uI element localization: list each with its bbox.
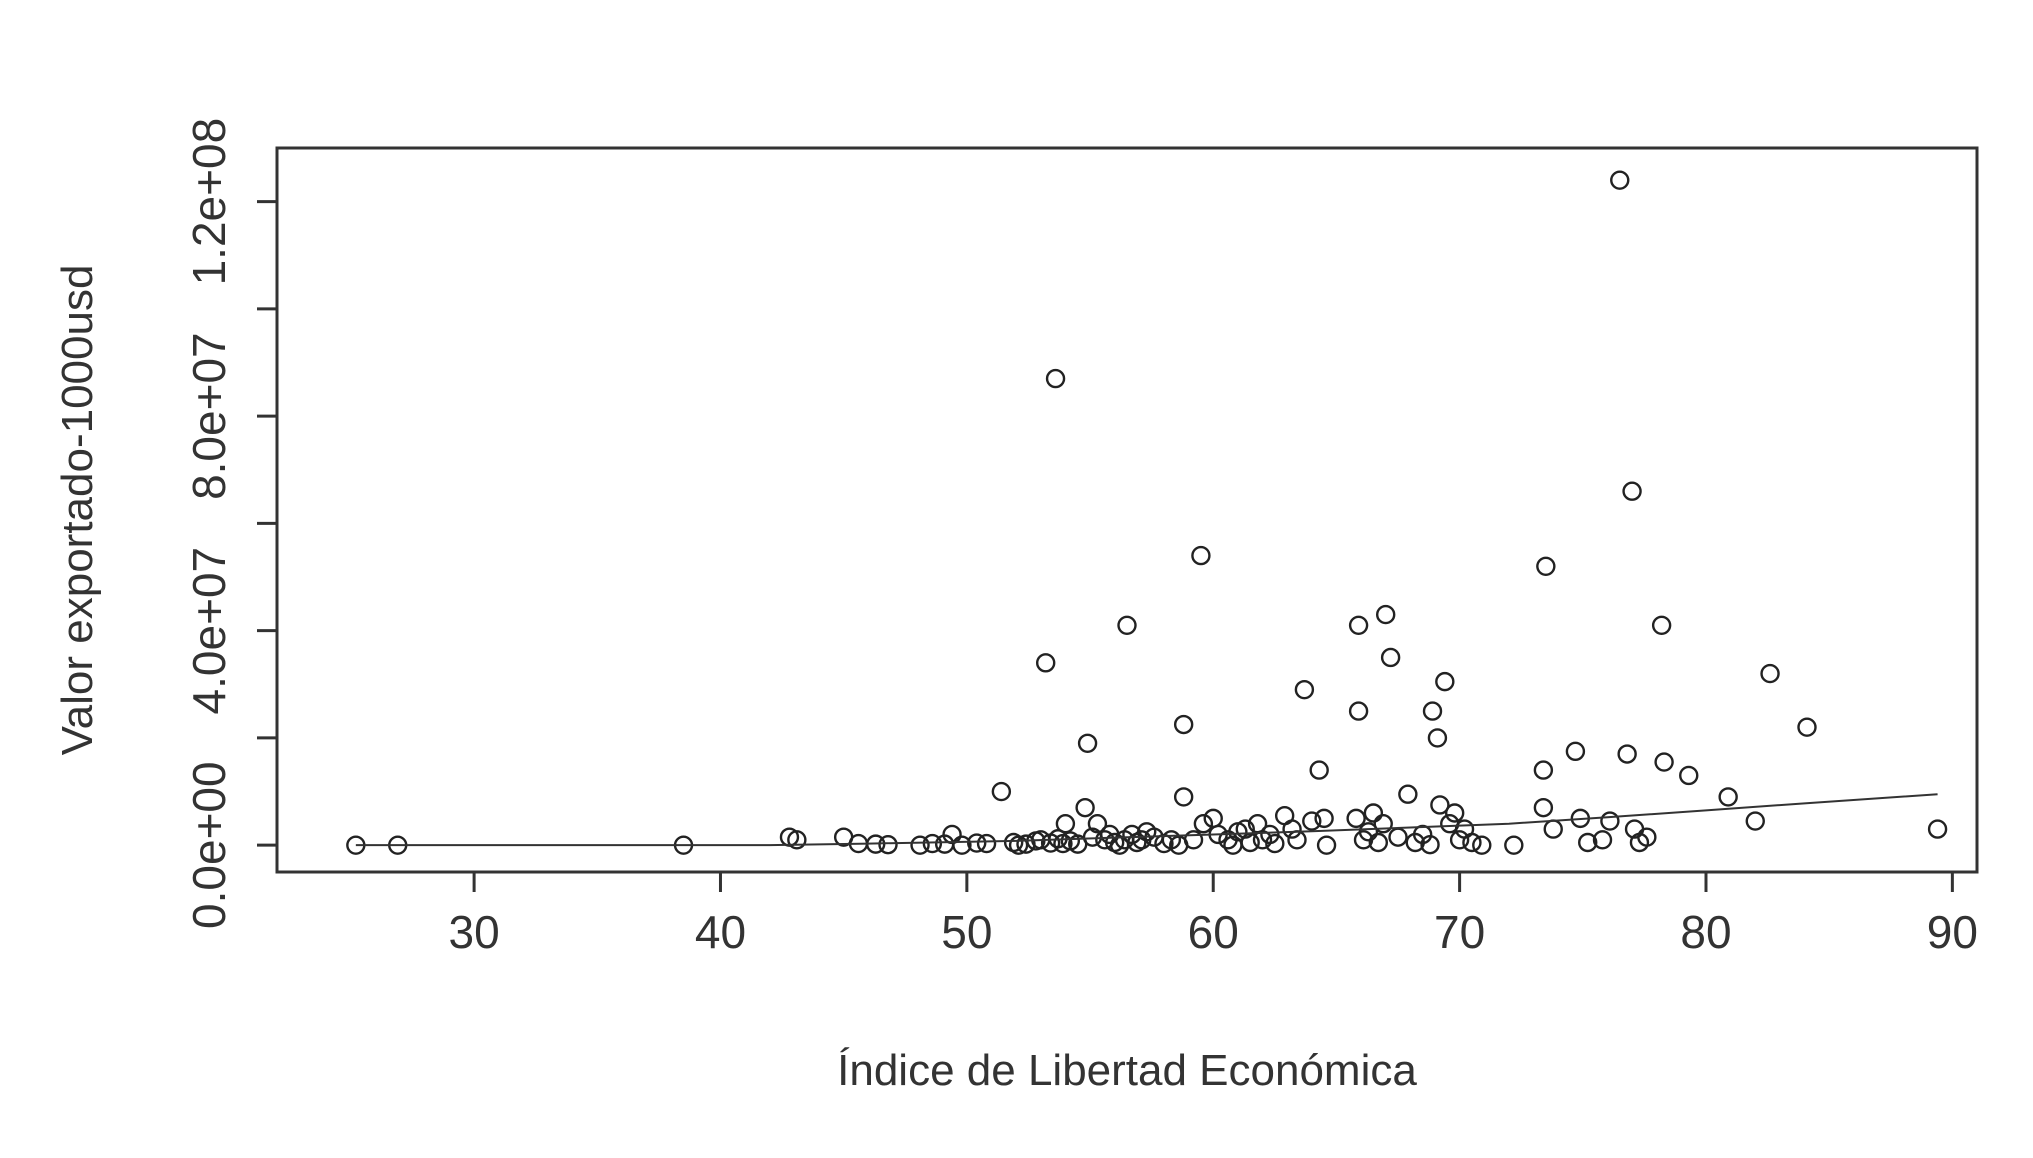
data-point — [1444, 803, 1465, 823]
data-point — [1578, 832, 1598, 853]
y-axis: 0.0e+00 4.0e+07 8.0e+07 1.2e+08 — [183, 118, 277, 929]
data-point — [1235, 819, 1255, 839]
data-point — [1193, 814, 1214, 834]
y-tick-label: 0.0e+00 — [183, 761, 235, 929]
data-point — [1797, 717, 1817, 737]
data-point — [1533, 760, 1554, 780]
data-point — [1472, 835, 1492, 855]
data-point — [1760, 663, 1780, 684]
data-point — [1373, 814, 1393, 834]
data-point — [1388, 827, 1408, 847]
data-point — [1314, 808, 1334, 829]
data-point — [910, 835, 930, 855]
data-point — [1287, 830, 1307, 850]
x-tick-label: 70 — [1434, 906, 1485, 958]
data-point — [1203, 808, 1223, 829]
y-tick-label: 1.2e+08 — [183, 118, 235, 286]
data-point — [1536, 556, 1556, 577]
data-point — [1718, 787, 1738, 807]
data-point — [1316, 835, 1337, 855]
x-tick-label: 80 — [1680, 906, 1731, 958]
data-point — [1533, 797, 1554, 818]
data-point — [1358, 822, 1379, 842]
data-point — [1610, 170, 1630, 190]
x-axis: 30 40 50 60 70 80 90 — [449, 872, 1978, 958]
data-point — [1622, 481, 1642, 501]
points-layer — [346, 170, 1948, 855]
data-point — [967, 833, 987, 853]
data-point — [1173, 787, 1194, 807]
data-point — [1282, 819, 1302, 839]
data-point — [1398, 784, 1418, 804]
x-tick-label: 30 — [449, 906, 500, 958]
data-point — [1173, 714, 1194, 735]
data-point — [952, 835, 972, 855]
data-point — [1265, 833, 1285, 854]
data-point — [1309, 760, 1329, 780]
data-point — [1260, 824, 1280, 845]
data-point — [1745, 811, 1765, 831]
trend-line — [355, 793, 1938, 847]
data-point — [787, 830, 807, 850]
y-tick-label: 8.0e+07 — [183, 332, 235, 500]
data-point — [1368, 832, 1389, 853]
data-point — [1600, 811, 1620, 831]
data-point — [1087, 814, 1108, 834]
data-point — [1008, 835, 1029, 855]
data-point — [1651, 615, 1672, 636]
data-point — [1348, 701, 1369, 721]
data-point — [1035, 653, 1056, 673]
data-point — [1654, 752, 1674, 772]
data-point — [1117, 615, 1137, 636]
data-point — [976, 833, 997, 854]
data-point — [1427, 728, 1448, 748]
data-point — [1592, 830, 1613, 850]
x-tick-label: 40 — [695, 906, 746, 958]
data-point — [1045, 368, 1066, 389]
data-point — [1927, 819, 1948, 839]
data-point — [1380, 647, 1401, 668]
data-point — [1543, 819, 1563, 839]
data-point — [922, 833, 943, 854]
x-axis-label: Índice de Libertad Económica — [837, 1046, 1417, 1095]
data-point — [1420, 834, 1440, 855]
data-point — [1075, 797, 1095, 818]
data-point — [1449, 830, 1470, 850]
x-tick-label: 90 — [1927, 906, 1978, 958]
data-point — [1504, 835, 1524, 855]
data-point — [1375, 604, 1396, 625]
x-tick-label: 50 — [941, 906, 992, 958]
data-point — [991, 781, 1012, 802]
data-point — [1565, 741, 1586, 762]
data-point — [1637, 827, 1657, 847]
data-point — [1348, 615, 1369, 636]
data-point — [1679, 765, 1699, 786]
data-point — [1430, 795, 1450, 815]
plot-frame — [275, 146, 1979, 874]
data-point — [1462, 832, 1482, 853]
data-point — [1183, 830, 1204, 850]
y-tick-label: 4.0e+07 — [183, 547, 235, 715]
data-point — [1191, 545, 1211, 566]
data-point — [1346, 808, 1366, 829]
data-point — [1617, 744, 1637, 764]
data-point — [1422, 701, 1443, 721]
data-point — [1435, 671, 1455, 692]
x-tick-label: 60 — [1188, 906, 1239, 958]
data-point — [1294, 679, 1315, 700]
data-point — [1302, 811, 1322, 831]
data-point — [1055, 814, 1076, 834]
data-point — [1077, 733, 1098, 753]
data-point — [1363, 803, 1384, 823]
data-point — [878, 834, 898, 855]
y-axis-label: Valor exportado-1000usd — [53, 265, 102, 756]
